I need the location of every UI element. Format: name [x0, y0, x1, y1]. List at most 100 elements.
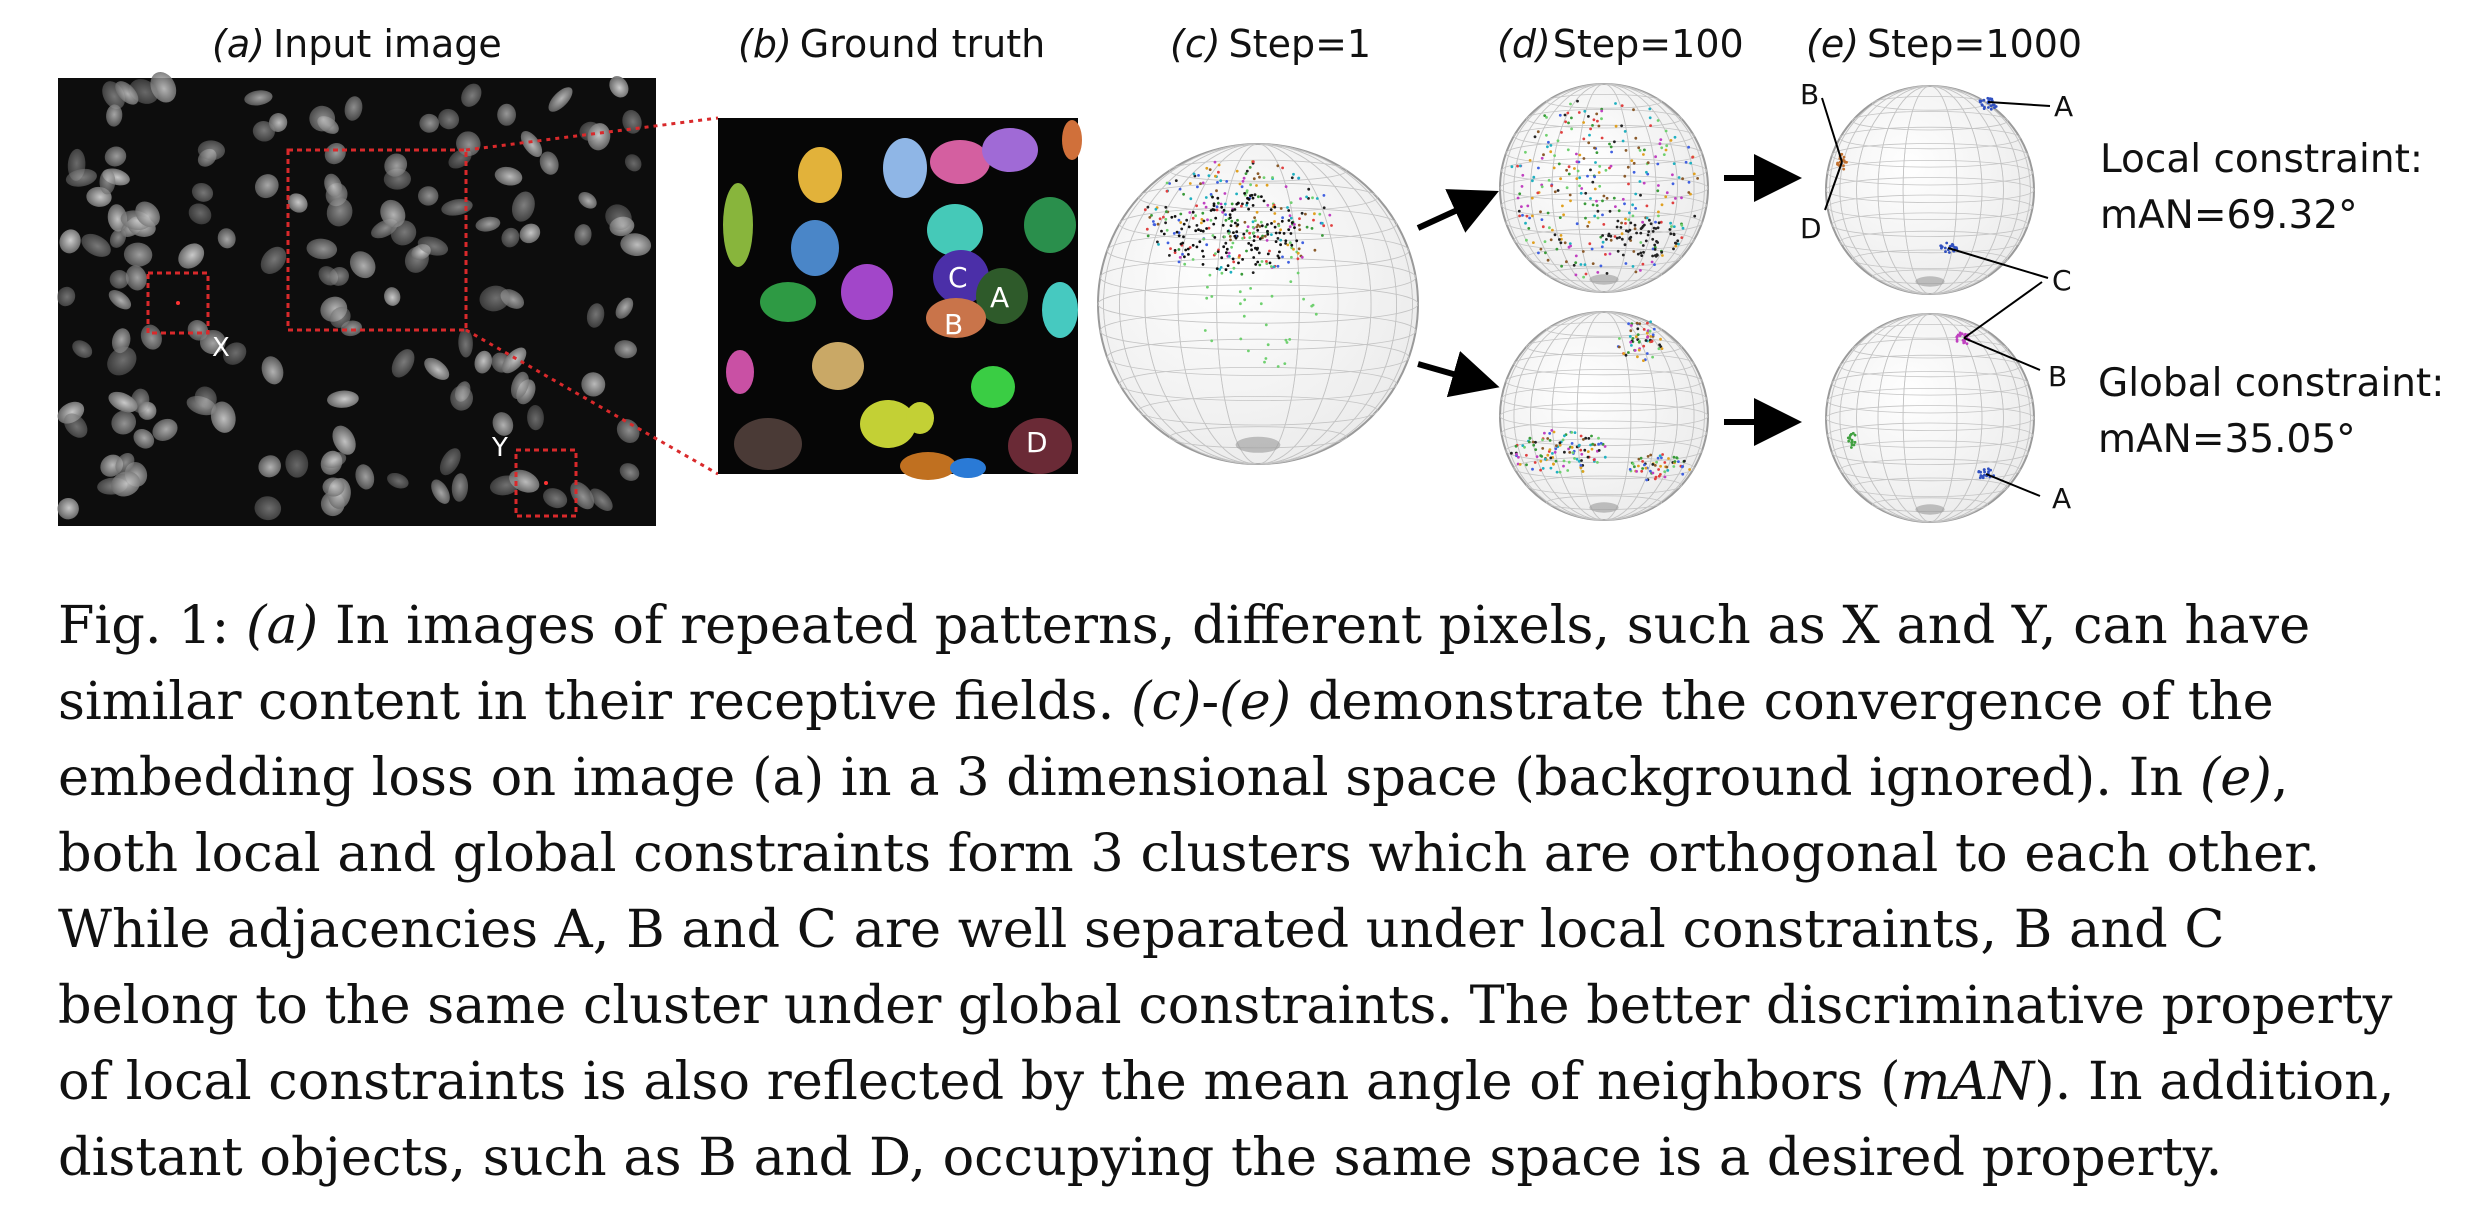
embedding-point [1298, 217, 1301, 221]
embedding-point [1593, 146, 1596, 150]
embedding-point [1684, 160, 1688, 164]
embedding-point [1266, 232, 1270, 236]
embedding-point [1235, 202, 1239, 206]
embedding-point [1191, 210, 1195, 214]
embedding-point [1656, 162, 1660, 166]
embedding-point [1211, 195, 1214, 199]
nucleus [501, 227, 520, 248]
embedding-point [1660, 347, 1664, 350]
embedding-point [1276, 264, 1280, 268]
embedding-point [1649, 222, 1653, 226]
embedding-point [1567, 447, 1570, 451]
nucleus [217, 228, 236, 249]
embedding-point [1597, 449, 1601, 452]
embedding-point [1665, 465, 1669, 469]
embedding-point [1313, 248, 1317, 252]
embedding-point [1653, 263, 1656, 266]
e-local-label-b: B [1800, 78, 1819, 111]
embedding-point [1278, 250, 1281, 254]
embedding-point [1628, 228, 1632, 232]
embedding-point [1635, 321, 1639, 325]
embedding-point [1561, 204, 1564, 208]
nucleus [194, 386, 217, 410]
embedding-point [1583, 448, 1587, 452]
embedding-point [1631, 214, 1635, 218]
embedding-point [1248, 166, 1252, 169]
embedding-point [1593, 214, 1597, 218]
embedding-point [1180, 227, 1184, 231]
embedding-point [1216, 196, 1220, 200]
embedding-point [1543, 114, 1547, 117]
embedding-point [1618, 337, 1621, 340]
embedding-point [1669, 221, 1672, 225]
embedding-point [1632, 250, 1636, 253]
embedding-point [1242, 176, 1246, 180]
embedding-point [1649, 124, 1652, 127]
nucleus [152, 418, 178, 441]
embedding-point [1262, 199, 1266, 203]
embedding-point [1288, 241, 1292, 245]
embedding-point [1258, 225, 1262, 228]
nucleus [489, 475, 520, 496]
embedding-point [1274, 240, 1278, 244]
embedding-point [1314, 312, 1318, 316]
nucleus [197, 140, 225, 161]
embedding-point [1277, 256, 1281, 260]
embedding-point [1620, 104, 1624, 107]
embedding-point [1165, 181, 1169, 185]
embedding-point [1281, 255, 1284, 259]
embedding-point [1639, 269, 1642, 272]
caption-text: embedding loss on image (a) in a 3 dimen… [58, 747, 2200, 808]
embedding-point [1223, 192, 1227, 195]
embedding-point [1516, 196, 1520, 200]
nucleus [268, 113, 288, 132]
embedding-point [1579, 434, 1583, 438]
embedding-point [1215, 205, 1219, 209]
embedding-point [1143, 208, 1147, 212]
embedding-point [1164, 205, 1168, 209]
global-constraint-man: mAN=35.05° [2098, 417, 2356, 462]
embedding-point [1322, 206, 1326, 210]
embedding-point [1214, 216, 1218, 220]
nucleus [324, 173, 343, 197]
embedding-point [1315, 197, 1319, 200]
embedding-point [1253, 193, 1257, 197]
embedding-point [1515, 452, 1518, 456]
embedding-point [1164, 217, 1168, 221]
nucleus [107, 204, 128, 232]
embedding-point [1546, 437, 1550, 440]
embedding-point [1214, 252, 1217, 256]
embedding-point [1656, 456, 1660, 460]
embedding-point [1305, 225, 1309, 229]
embedding-point [1992, 103, 1996, 107]
embedding-point [1575, 177, 1579, 181]
nucleus [178, 243, 205, 269]
embedding-point [1213, 236, 1217, 239]
nucleus [527, 405, 544, 431]
embedding-point [1252, 239, 1256, 243]
embedding-point [1543, 457, 1547, 461]
nucleus [260, 246, 287, 274]
embedding-point [1571, 451, 1575, 454]
embedding-point [1162, 215, 1165, 219]
embedding-point [1673, 460, 1677, 463]
embedding-point [1631, 203, 1634, 207]
embedding-point [1543, 431, 1546, 435]
embedding-point [1201, 211, 1205, 215]
embedding-point [1642, 328, 1646, 331]
embedding-point [1615, 225, 1619, 229]
embedding-point [1565, 168, 1568, 172]
nucleus [123, 242, 153, 267]
embedding-point [1232, 260, 1236, 264]
embedding-point [1940, 246, 1943, 250]
embedding-point [1574, 261, 1578, 264]
nucleus [115, 81, 139, 105]
embedding-point [1208, 273, 1212, 277]
e-local-label-a: A [2054, 90, 2073, 123]
embedding-point [1627, 322, 1630, 326]
embedding-point [1302, 297, 1305, 301]
embedding-point [1579, 464, 1583, 467]
embedding-point [1235, 230, 1239, 234]
embedding-point [1297, 223, 1301, 227]
embedding-point [1273, 212, 1277, 215]
